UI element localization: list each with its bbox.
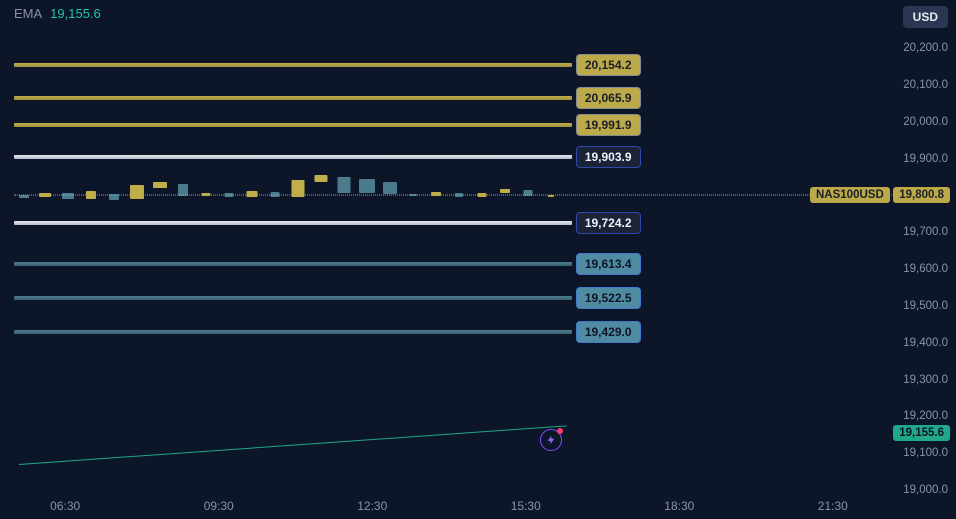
level-price-tag[interactable]: 20,065.9 (576, 87, 641, 109)
indicator-header: EMA 19,155.6 (14, 6, 101, 21)
candle[interactable] (338, 177, 351, 192)
symbol-tag[interactable]: NAS100USD (810, 187, 890, 203)
ema-line (19, 426, 567, 466)
level-line[interactable] (14, 296, 572, 300)
ema-value: 19,155.6 (50, 6, 101, 21)
level-line[interactable] (14, 96, 572, 100)
y-axis-label: 19,700.0 (903, 226, 948, 238)
y-axis-label: 20,100.0 (903, 79, 948, 91)
level-price-tag[interactable]: 19,429.0 (576, 321, 641, 343)
y-axis-label: 19,200.0 (903, 410, 948, 422)
ema-price-label: 19,155.6 (893, 425, 950, 441)
candle[interactable] (500, 189, 510, 193)
level-line[interactable] (14, 155, 572, 159)
candle[interactable] (383, 182, 397, 195)
x-axis-label: 06:30 (50, 499, 80, 513)
current-price-label: 19,800.8 (893, 187, 950, 203)
y-axis-label: 20,000.0 (903, 116, 948, 128)
level-price-tag[interactable]: 19,724.2 (576, 212, 641, 234)
y-axis-label: 20,200.0 (903, 42, 948, 54)
level-price-tag[interactable]: 19,903.9 (576, 146, 641, 168)
level-line[interactable] (14, 123, 572, 127)
x-axis-label: 21:30 (818, 499, 848, 513)
ema-label: EMA (14, 6, 42, 21)
level-line[interactable] (14, 221, 572, 225)
level-price-tag[interactable]: 19,613.4 (576, 253, 641, 275)
level-price-tag[interactable]: 20,154.2 (576, 54, 641, 76)
level-line[interactable] (14, 262, 572, 266)
level-price-tag[interactable]: 19,522.5 (576, 287, 641, 309)
candle[interactable] (153, 182, 167, 189)
level-price-tag[interactable]: 19,991.9 (576, 114, 641, 136)
level-line[interactable] (14, 330, 572, 334)
x-axis-label: 12:30 (357, 499, 387, 513)
y-axis-label: 19,600.0 (903, 263, 948, 275)
x-axis-label: 18:30 (664, 499, 694, 513)
y-axis-label: 19,400.0 (903, 337, 948, 349)
y-axis-label: 19,100.0 (903, 447, 948, 459)
x-axis-label: 09:30 (204, 499, 234, 513)
candle[interactable] (130, 185, 144, 199)
replay-icon[interactable] (540, 429, 562, 451)
y-axis-label: 19,000.0 (903, 484, 948, 496)
chart-root: EMA 19,155.6 USD 20,154.2 20,065.9 19,991.… (0, 0, 956, 519)
x-axis-label: 15:30 (511, 499, 541, 513)
y-axis-label: 19,500.0 (903, 300, 948, 312)
y-axis-label: 19,300.0 (903, 374, 948, 386)
currency-selector[interactable]: USD (903, 6, 948, 28)
candle[interactable] (315, 175, 328, 182)
price-chart[interactable]: 20,154.2 20,065.9 19,991.9 19,903.9 19,724.2… (14, 30, 884, 490)
y-axis-label: 19,900.0 (903, 153, 948, 165)
level-line[interactable] (14, 63, 572, 67)
candle[interactable] (359, 179, 375, 193)
